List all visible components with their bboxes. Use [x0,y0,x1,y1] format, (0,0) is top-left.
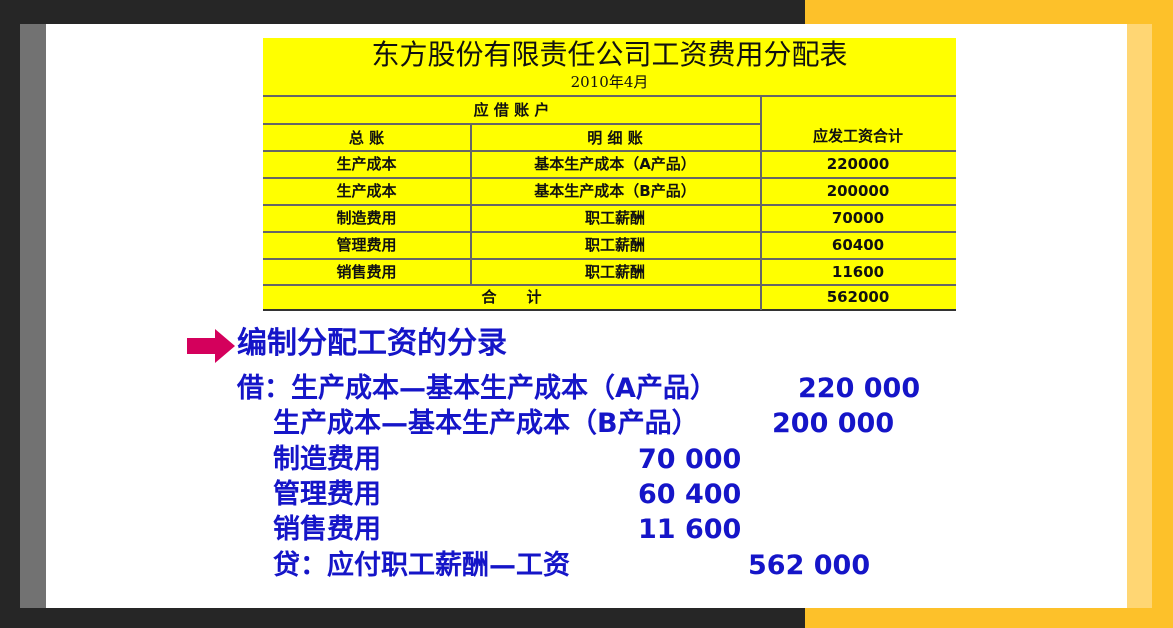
entry-line-account: 管理费用 [273,479,381,510]
table-subtitle: 2010年4月 [570,73,649,91]
cell-general: 生产成本 [336,155,397,173]
total-amount: 562000 [826,288,890,306]
right-frame-strip [1127,24,1152,608]
cell-amount: 11600 [831,263,885,281]
entry-line-amount: 200 000 [772,408,895,439]
left-frame-bar [20,24,46,608]
cell-general: 生产成本 [336,182,397,200]
entry-heading: 编制分配工资的分录 [237,326,507,361]
entry-line-amount: 220 000 [798,373,921,404]
cell-amount: 200000 [826,182,890,200]
header-general-ledger: 总 账 [348,129,385,147]
total-label: 合 计 [481,288,542,306]
cell-amount: 220000 [826,155,890,173]
entry-line-account: 贷：应付职工薪酬—工资 [273,550,570,581]
entry-line-account: 借：生产成本—基本生产成本（A产品） [237,373,717,404]
entry-line-account: 销售费用 [273,514,381,545]
header-detail-ledger: 明 细 账 [587,129,643,147]
header-amount: 应发工资合计 [812,127,903,145]
cell-general: 销售费用 [336,263,397,281]
cell-detail: 职工薪酬 [584,236,645,254]
cell-detail: 基本生产成本（A产品） [534,155,696,173]
entry-line-account: 制造费用 [273,444,381,475]
cell-general: 管理费用 [336,236,397,254]
entry-line-amount: 11 600 [638,514,742,545]
entry-line-amount: 562 000 [748,550,871,581]
table-title: 东方股份有限责任公司工资费用分配表 [371,38,848,71]
header-debit-accounts: 应 借 账 户 [473,101,550,119]
cell-detail: 基本生产成本（B产品） [534,182,696,200]
cell-general: 制造费用 [336,209,397,227]
entry-line-account: 生产成本—基本生产成本（B产品） [273,408,699,439]
cell-amount: 60400 [831,236,885,254]
cell-detail: 职工薪酬 [584,263,645,281]
entry-line-amount: 70 000 [638,444,742,475]
cell-amount: 70000 [831,209,885,227]
cell-detail: 职工薪酬 [584,209,645,227]
entry-line-amount: 60 400 [638,479,742,510]
right-arrow-icon [187,329,235,363]
wage-allocation-table: 东方股份有限责任公司工资费用分配表 2010年4月 应 借 账 户 总 账 明 … [263,38,956,311]
